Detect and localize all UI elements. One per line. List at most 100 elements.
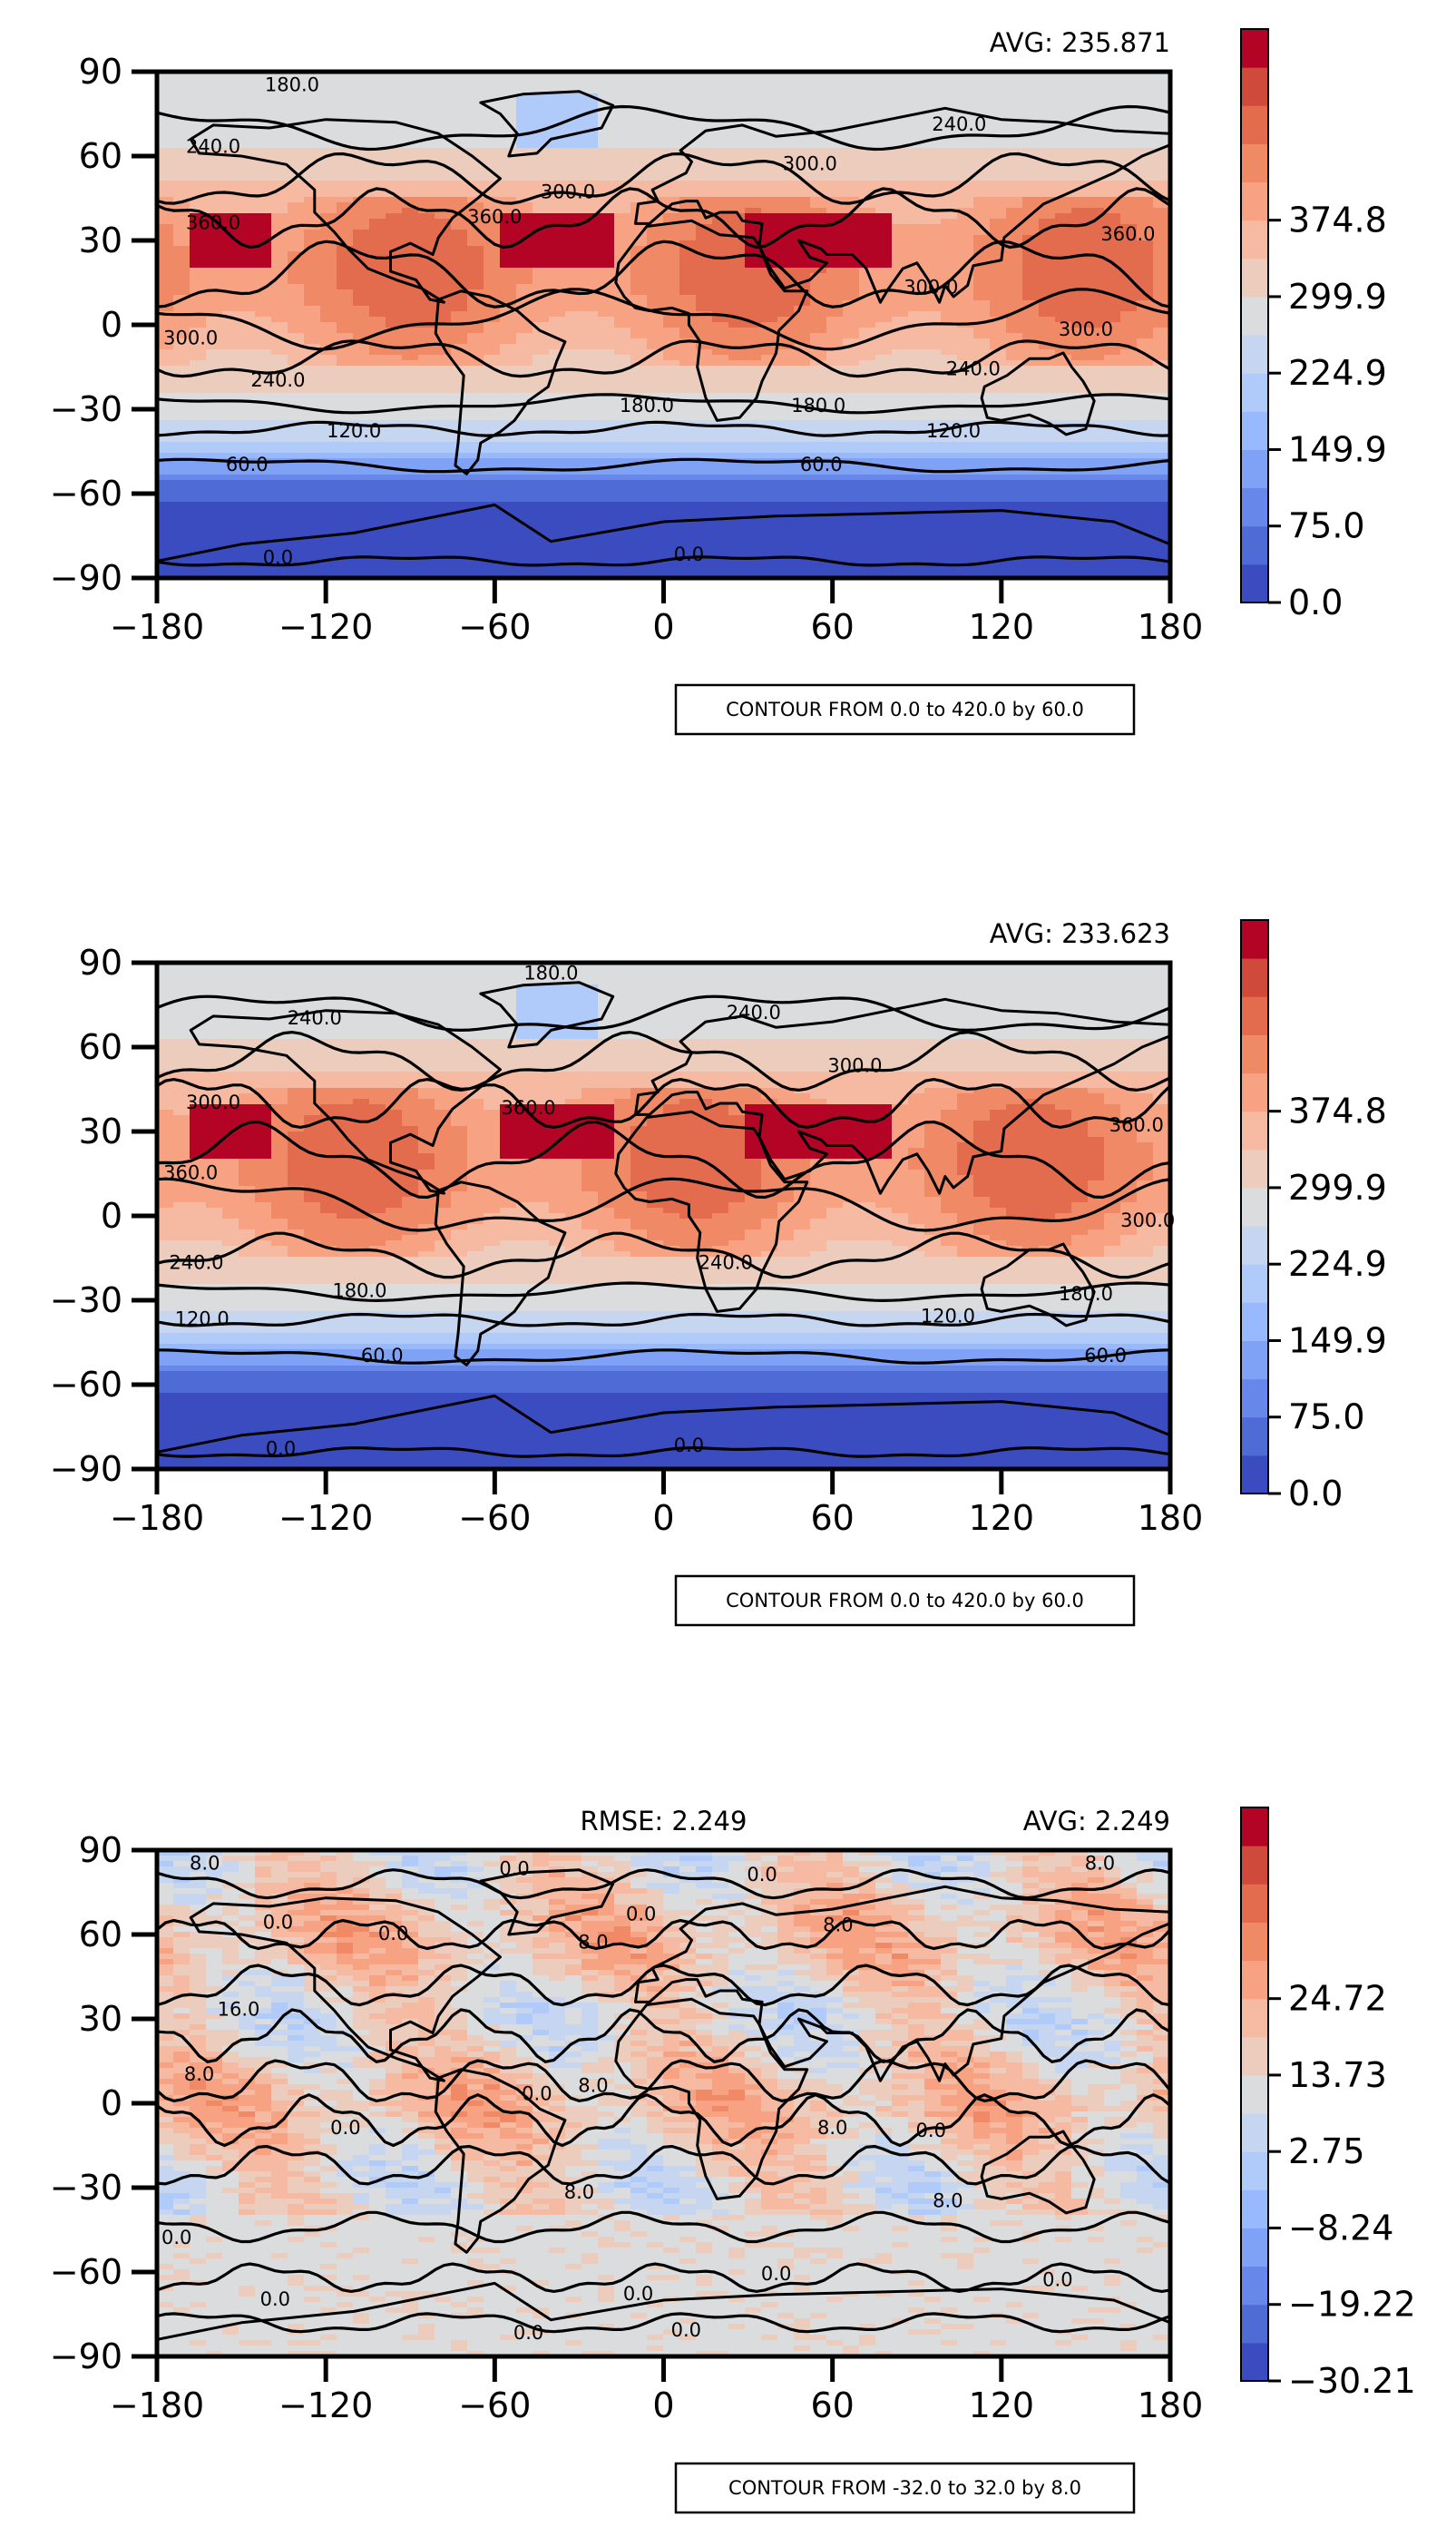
- y-tick-label: −90: [50, 558, 122, 598]
- y-tick-label: −60: [50, 1365, 122, 1405]
- contour-line: [157, 393, 1170, 415]
- contour-label: 240.0: [288, 1007, 342, 1029]
- x-tick-label: −180: [110, 2385, 204, 2425]
- colorbar-tick-label: −30.21: [1288, 2361, 1416, 2401]
- contour-label: 0.0: [674, 544, 704, 565]
- contour-label: 180.0: [523, 962, 578, 984]
- contour-line: [157, 1120, 1170, 1200]
- contour-label: 0.0: [671, 2319, 701, 2341]
- coastline-antarctica: [157, 503, 1170, 578]
- colorbar-level: [1241, 143, 1268, 183]
- coastline-antarctica: [157, 2281, 1170, 2356]
- contour-line: [157, 457, 1170, 474]
- contour-line: [157, 104, 1170, 152]
- contour-line: [157, 420, 1170, 437]
- contour-line: [157, 1964, 1170, 2007]
- contour-label: 120.0: [327, 420, 381, 442]
- y-axis: 90 60 30 0 −30 −60 −90: [50, 1830, 157, 2376]
- x-tick-label: 0: [652, 607, 674, 647]
- colorbar-level: [1241, 258, 1268, 298]
- coastlines: [157, 90, 1170, 578]
- y-axis: 90 60 30 0 −30 −60 −90: [50, 943, 157, 1489]
- x-tick-label: −60: [458, 2385, 531, 2425]
- contour-line: [157, 1312, 1170, 1327]
- coastline-namerica: [189, 1896, 502, 2082]
- colorbar-level: [1241, 1226, 1268, 1265]
- x-tick-label: −60: [458, 1498, 531, 1538]
- contour-label: 8.0: [1085, 1853, 1115, 1875]
- avg-text: AVG: 233.623: [990, 918, 1170, 949]
- colorbar-level: [1241, 373, 1268, 412]
- contour-label: 8.0: [578, 2074, 608, 2096]
- coastline-samerica: [434, 289, 567, 475]
- contour-label: 0.0: [330, 2117, 360, 2139]
- colorbar-level: [1241, 181, 1268, 221]
- contour-line: [157, 994, 1170, 1033]
- contour-line: [157, 1918, 1170, 1951]
- y-tick-label: 0: [101, 305, 122, 345]
- y-tick-label: 60: [79, 1915, 122, 1954]
- avg-text: AVG: 235.871: [990, 27, 1170, 58]
- x-tick-label: 120: [969, 1498, 1035, 1538]
- colorbar-tick-label: 149.9: [1288, 429, 1387, 469]
- contour-line: [157, 1281, 1170, 1303]
- colorbar-tick-label: 224.9: [1288, 353, 1387, 393]
- note-frame: [674, 1574, 1136, 1627]
- colorbar-level: [1241, 335, 1268, 374]
- contour-label: 180.0: [620, 395, 674, 416]
- contour-line: [157, 152, 1170, 205]
- y-tick-label: 90: [79, 943, 122, 983]
- contour-label: 0.0: [626, 1903, 656, 1925]
- colorbar-level: [1241, 1302, 1268, 1341]
- contour-line: [157, 2312, 1170, 2334]
- contour-label: 240.0: [932, 113, 986, 135]
- contour-label: 0.0: [161, 2227, 191, 2248]
- y-tick-label: −90: [50, 1449, 122, 1489]
- contour-lines: [157, 994, 1170, 1458]
- colorbar-tick-label: 149.9: [1288, 1320, 1387, 1360]
- filled-contours: [157, 72, 1170, 578]
- contour-lines: [157, 1868, 1170, 2334]
- x-axis: −180 −120 −60 0 60 120 180: [110, 578, 1203, 647]
- x-tick-label: 120: [969, 607, 1035, 647]
- colorbar-level: [1241, 1187, 1268, 1227]
- contour-label: 120.0: [926, 420, 981, 442]
- contour-label: 180.0: [791, 395, 845, 416]
- contour-line: [157, 555, 1170, 567]
- x-tick-label: 60: [810, 607, 854, 647]
- contour-line: [157, 1177, 1170, 1232]
- contour-label: 240.0: [699, 1252, 753, 1274]
- contour-label: 8.0: [933, 2190, 963, 2212]
- contour-label: 60.0: [226, 454, 269, 475]
- x-tick-label: −180: [110, 1498, 204, 1538]
- contour-label: 240.0: [946, 358, 1001, 380]
- contour-lines: [157, 104, 1170, 567]
- y-tick-label: 30: [79, 1112, 122, 1151]
- colorbar-level: [1241, 29, 1268, 68]
- colorbar-level: [1241, 920, 1268, 959]
- contour-labels: 8.0 0.0 0.0 8.0 0.0 0.0 8.0 0.0 8.0 16.0 8.0 8.0 0.0…: [161, 1853, 1115, 2345]
- note-frame: [674, 2462, 1136, 2514]
- coastline-namerica: [189, 118, 502, 304]
- y-tick-label: 30: [79, 1999, 122, 2039]
- x-tick-label: 180: [1138, 607, 1204, 647]
- contour-label: 360.0: [1109, 1114, 1164, 1136]
- contour-line: [157, 1030, 1170, 1092]
- colorbar-level: [1241, 2304, 1268, 2344]
- contour-line: [157, 2262, 1170, 2294]
- x-tick-label: −60: [458, 607, 531, 647]
- contour-note-box: CONTOUR FROM -32.0 to 32.0 by 8.0: [674, 2462, 1136, 2514]
- colorbar-level: [1241, 449, 1268, 489]
- colorbar: −30.21 −19.22 −8.24 2.75 13.73 24.72: [1240, 1807, 1416, 2401]
- colorbar-level: [1241, 996, 1268, 1035]
- colorbar-level: [1241, 296, 1268, 336]
- contour-label: 0.0: [378, 1923, 408, 1944]
- contour-label: 0.0: [266, 1437, 296, 1459]
- contour-label: 300.0: [186, 1092, 240, 1113]
- contour-label: 0.0: [263, 546, 293, 568]
- colorbar: 0.0 75.0 149.9 224.9 299.9 374.8: [1240, 28, 1387, 622]
- rmse-text: RMSE: 2.249: [581, 1806, 748, 1836]
- y-tick-label: 30: [79, 220, 122, 260]
- colorbar-level: [1241, 2113, 1268, 2152]
- contour-line: [157, 1231, 1170, 1279]
